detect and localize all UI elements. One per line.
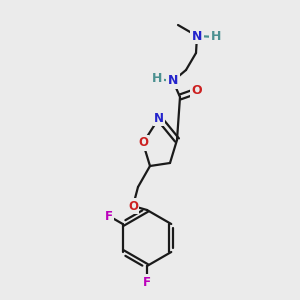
Text: F: F	[105, 209, 113, 223]
Text: H: H	[211, 31, 221, 44]
Text: O: O	[192, 85, 202, 98]
Text: N: N	[168, 74, 178, 88]
Text: N: N	[192, 29, 202, 43]
Text: F: F	[143, 275, 151, 289]
Text: O: O	[138, 136, 148, 149]
Text: H: H	[152, 73, 162, 85]
Text: N: N	[154, 112, 164, 124]
Text: O: O	[128, 200, 138, 212]
